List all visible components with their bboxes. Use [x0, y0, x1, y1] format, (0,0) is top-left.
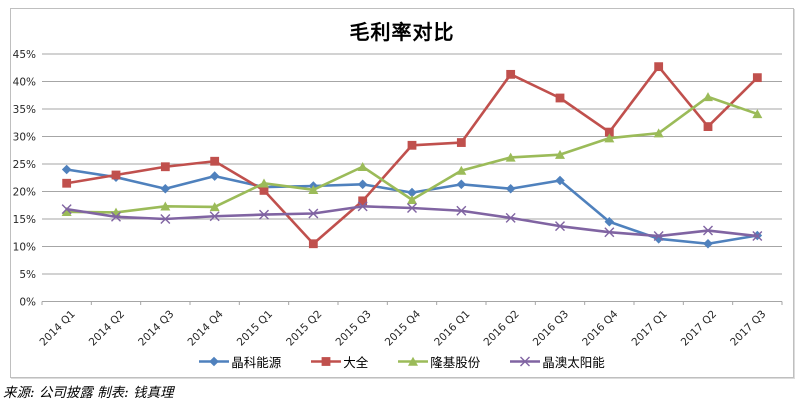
- chart-title: 毛利率对比: [349, 20, 455, 44]
- chart-frame: 毛利率对比 0% 5% 10% 15% 20% 25% 30% 35% 40% 45% 2014 Q…: [10, 8, 794, 378]
- legend-label: 晶澳太阳能: [542, 354, 605, 370]
- x-axis-label: 2017 Q2: [679, 308, 719, 348]
- x-axis-label: 2015 Q2: [284, 308, 324, 348]
- x-axis-ticks: [41, 301, 783, 305]
- x-axis-label: 2016 Q3: [531, 308, 571, 348]
- x-axis-label: 2015 Q1: [235, 308, 275, 348]
- x-axis-labels: 2014 Q1 2014 Q2 2014 Q3 2014 Q4 2015 Q1 2015 …: [37, 308, 768, 349]
- y-axis-label: 10%: [13, 241, 36, 253]
- legend-square-marker-icon: [311, 356, 342, 366]
- y-axis-labels: 0% 5% 10% 15% 20% 25% 30% 35% 40% 45%: [13, 49, 36, 308]
- y-axis-label: 5%: [19, 269, 36, 281]
- legend-label: 隆基股份: [430, 354, 481, 370]
- x-axis-label: 2015 Q3: [333, 308, 373, 348]
- chart-legend: 晶科能源 大全 隆基股份 晶澳太阳能: [11, 350, 793, 372]
- legend-x-marker-icon: [510, 356, 541, 366]
- x-axis-label: 2015 Q4: [383, 308, 424, 349]
- y-axis-label: 20%: [13, 186, 36, 198]
- y-axis-label: 45%: [13, 49, 36, 61]
- x-axis-label: 2014 Q4: [185, 308, 226, 349]
- series-line: [66, 65, 759, 246]
- legend-item: 晶澳太阳能: [510, 352, 605, 371]
- series-3-x: [61, 201, 763, 242]
- legend-diamond-marker-icon: [199, 356, 230, 366]
- legend-item: 大全: [311, 352, 368, 371]
- legend-label: 大全: [343, 354, 369, 370]
- series-1-square: [62, 62, 762, 249]
- legend-label: 晶科能源: [231, 354, 282, 370]
- y-axis-label: 40%: [13, 76, 36, 88]
- y-axis-label: 30%: [13, 131, 36, 143]
- series-2-triangle: [61, 92, 763, 217]
- y-axis-label: 35%: [13, 104, 36, 116]
- y-axis-label: 0%: [19, 296, 36, 308]
- x-axis-label: 2016 Q4: [580, 308, 621, 349]
- gridlines: [42, 53, 782, 302]
- legend-item: 隆基股份: [398, 352, 480, 371]
- line-chart-plot-area: 0%5%10%15%20%25%30%35%40%45%2014 Q1 2014 …: [13, 49, 783, 349]
- x-axis-label: 2017 Q3: [728, 308, 768, 348]
- x-axis-label: 2017 Q1: [629, 308, 669, 348]
- source-note: 来源: 公司披露 制表: 钱真理: [3, 385, 174, 401]
- legend-triangle-marker-icon: [398, 356, 429, 366]
- y-axis-label: 15%: [13, 214, 36, 226]
- y-axis-label: 25%: [13, 159, 36, 171]
- x-axis-label: 2016 Q2: [481, 308, 521, 348]
- x-axis-label: 2014 Q3: [136, 308, 176, 348]
- legend-item: 晶科能源: [199, 352, 281, 371]
- series-line: [66, 205, 758, 238]
- x-axis-label: 2016 Q1: [432, 308, 472, 348]
- x-axis-label: 2014 Q1: [37, 308, 77, 348]
- x-axis-label: 2014 Q2: [87, 308, 127, 348]
